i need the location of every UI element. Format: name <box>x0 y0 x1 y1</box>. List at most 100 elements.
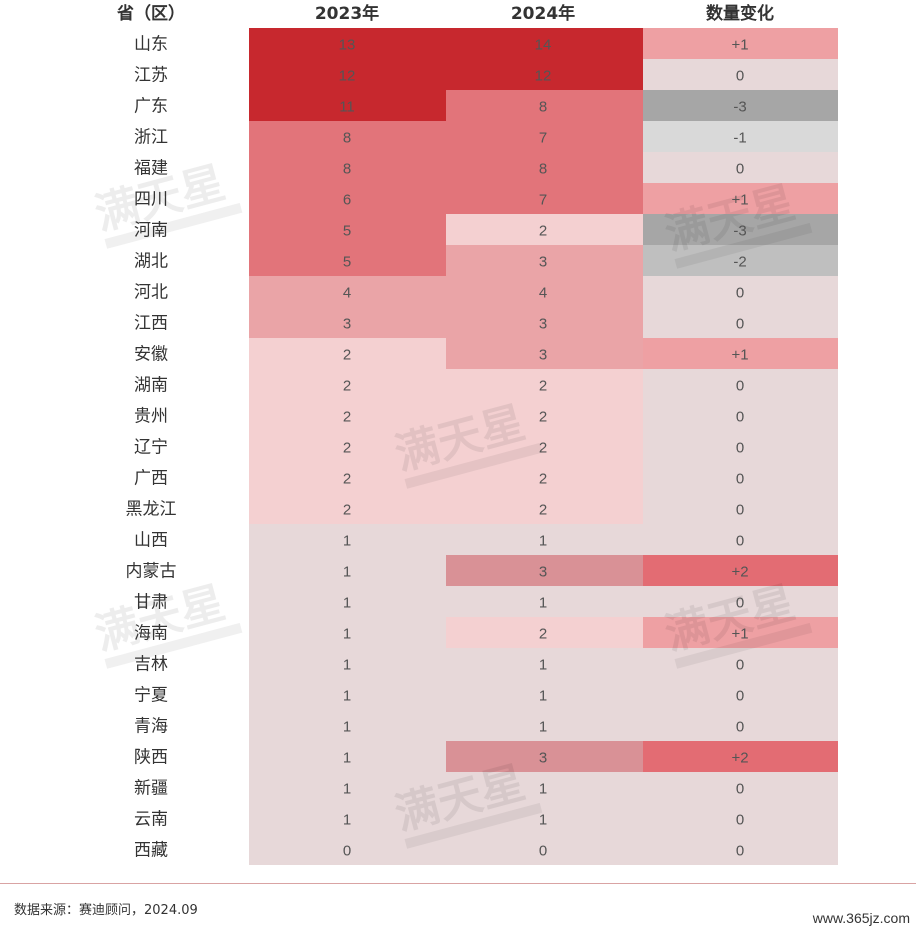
value-2023: 5 <box>343 223 351 240</box>
column-header-3: 数量变化 <box>706 3 774 24</box>
value-2023: 1 <box>343 564 351 581</box>
cell-change-bg <box>643 710 838 741</box>
cell-change-bg <box>643 90 838 121</box>
value-2024: 2 <box>539 626 547 643</box>
value-change: 0 <box>736 812 744 829</box>
value-change: -1 <box>733 130 746 147</box>
cell-2023-bg <box>249 803 446 834</box>
cell-2023-bg <box>249 183 446 214</box>
province-label: 河北 <box>134 283 168 303</box>
value-2024: 2 <box>539 502 547 519</box>
cell-2024-bg <box>446 338 643 369</box>
province-label: 江苏 <box>134 66 168 86</box>
cell-texts: 山东 13 14 +1江苏 12 12 0广东 11 8 -3浙江 8 7 -1福建 8 8 0四川 6 7 +1河… <box>126 35 749 861</box>
value-change: 0 <box>736 316 744 333</box>
cell-2024-bg <box>446 214 643 245</box>
cell-change-bg <box>643 59 838 90</box>
cell-2023-bg <box>249 369 446 400</box>
value-2024: 1 <box>539 595 547 612</box>
cell-2023-bg <box>249 431 446 462</box>
value-2024: 1 <box>539 657 547 674</box>
cell-2024-bg <box>446 276 643 307</box>
cell-2023-bg <box>249 772 446 803</box>
province-label: 西藏 <box>134 841 168 861</box>
province-label: 海南 <box>134 624 168 644</box>
value-2024: 3 <box>539 564 547 581</box>
cell-change-bg <box>643 617 838 648</box>
value-2023: 1 <box>343 812 351 829</box>
cell-change-bg <box>643 276 838 307</box>
cell-2024-bg <box>446 183 643 214</box>
province-label: 浙江 <box>134 128 168 148</box>
value-change: 0 <box>736 843 744 860</box>
province-label: 福建 <box>134 159 168 179</box>
cell-2023-bg <box>249 152 446 183</box>
cell-2023-bg <box>249 617 446 648</box>
cell-change-bg <box>643 524 838 555</box>
cell-2024-bg <box>446 59 643 90</box>
value-change: 0 <box>736 161 744 178</box>
value-2024: 1 <box>539 688 547 705</box>
cell-2023-bg <box>249 648 446 679</box>
province-label: 山东 <box>134 35 168 55</box>
value-2023: 12 <box>339 68 356 85</box>
cell-2023-bg <box>249 90 446 121</box>
cell-2024-bg <box>446 121 643 152</box>
cell-2023-bg <box>249 493 446 524</box>
cell-change-bg <box>643 400 838 431</box>
cell-2023-bg <box>249 400 446 431</box>
value-2023: 11 <box>339 99 355 116</box>
value-change: +1 <box>731 192 748 209</box>
value-2023: 1 <box>343 533 351 550</box>
province-label: 安徽 <box>134 345 168 365</box>
footer-rule <box>0 883 916 884</box>
province-label: 贵州 <box>134 407 168 427</box>
cell-change-bg <box>643 245 838 276</box>
cell-change-bg <box>643 431 838 462</box>
cell-change-bg <box>643 307 838 338</box>
cell-2024-bg <box>446 152 643 183</box>
cell-2024-bg <box>446 431 643 462</box>
cell-2023-bg <box>249 555 446 586</box>
value-change: +1 <box>731 347 748 364</box>
value-2024: 3 <box>539 316 547 333</box>
cell-2024-bg <box>446 245 643 276</box>
value-change: 0 <box>736 471 744 488</box>
province-label: 黑龙江 <box>126 500 177 520</box>
province-label: 河南 <box>134 221 168 241</box>
cell-2023-bg <box>249 276 446 307</box>
value-2024: 0 <box>539 843 547 860</box>
cell-change-bg <box>643 214 838 245</box>
value-2023: 5 <box>343 254 351 271</box>
column-headers: 省（区） 2023年 2024年 数量变化 <box>116 3 774 24</box>
province-label: 陕西 <box>134 748 168 768</box>
cell-2023-bg <box>249 462 446 493</box>
value-2024: 2 <box>539 440 547 457</box>
value-2023: 1 <box>343 781 351 798</box>
province-label: 四川 <box>134 190 168 210</box>
province-label: 甘肃 <box>134 593 168 613</box>
value-change: 0 <box>736 440 744 457</box>
value-2024: 2 <box>539 471 547 488</box>
cell-2023-bg <box>249 121 446 152</box>
value-2023: 1 <box>343 657 351 674</box>
value-change: -2 <box>733 254 746 271</box>
column-header-2: 2024年 <box>511 3 575 24</box>
province-label: 山西 <box>134 531 168 551</box>
cell-change-bg <box>643 555 838 586</box>
value-2024: 8 <box>539 99 547 116</box>
cell-change-bg <box>643 183 838 214</box>
value-2023: 1 <box>343 750 351 767</box>
value-change: -3 <box>733 223 746 240</box>
value-change: 0 <box>736 595 744 612</box>
province-label: 内蒙古 <box>126 562 177 582</box>
cell-2024-bg <box>446 648 643 679</box>
cell-2023-bg <box>249 524 446 555</box>
value-2024: 12 <box>535 68 552 85</box>
province-label: 湖南 <box>134 376 168 396</box>
cell-change-bg <box>643 679 838 710</box>
value-2024: 14 <box>535 37 552 54</box>
value-2024: 1 <box>539 719 547 736</box>
cell-change-bg <box>643 152 838 183</box>
